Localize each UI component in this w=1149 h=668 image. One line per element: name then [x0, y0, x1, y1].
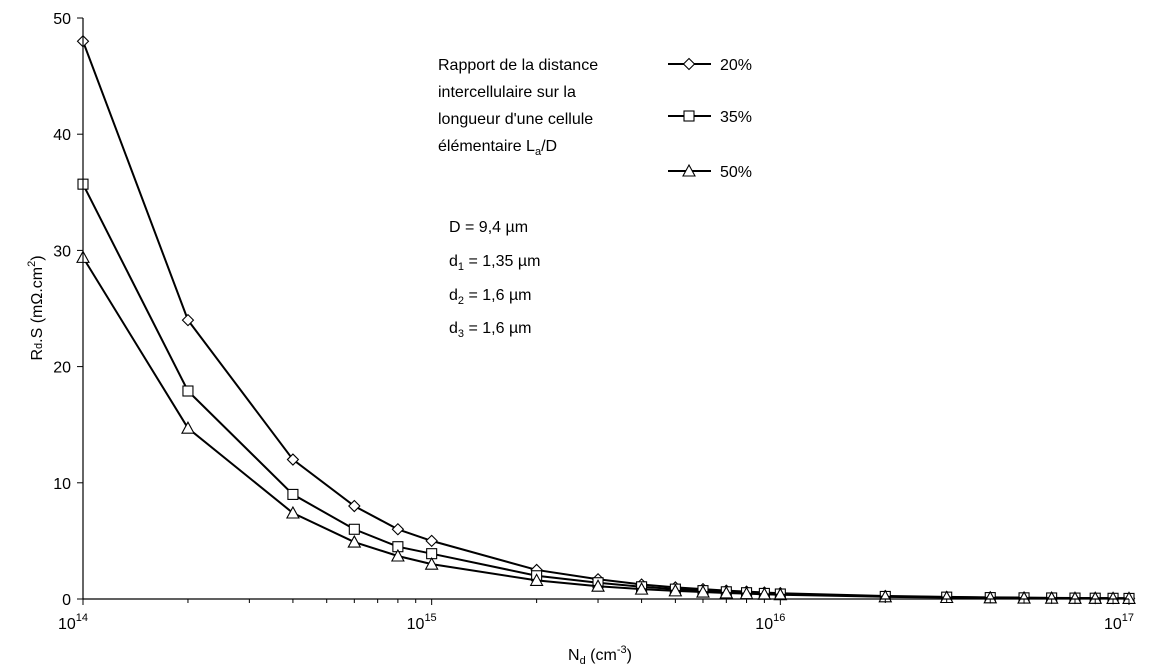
data-point-triangle [634, 581, 649, 595]
data-point-triangle [1017, 590, 1031, 604]
x-tick-label: 1015 [407, 612, 437, 633]
data-point-triangle [390, 548, 405, 562]
legend-label: 35% [720, 109, 752, 126]
legend-label: 20% [720, 57, 752, 74]
data-point-square [182, 385, 194, 397]
annotation-d2: d2 = 1,6 µm [449, 287, 532, 307]
data-point-diamond [181, 313, 195, 327]
y-tick-label: 50 [53, 11, 71, 28]
series-line-20% [82, 40, 1130, 600]
data-point-diamond [286, 453, 300, 466]
data-point-triangle [719, 585, 734, 599]
series-line-50% [82, 256, 1129, 600]
data-point-diamond [425, 534, 438, 548]
data-point-square [348, 523, 360, 535]
legend: 20% 35% 50% [668, 57, 752, 181]
data-point-triangle [696, 584, 710, 598]
data-point-triangle [1044, 591, 1059, 604]
data-point-triangle [347, 534, 362, 548]
legend-title-line: longueur d'une cellule [438, 111, 593, 128]
x-tick-label: 1017 [1104, 612, 1134, 633]
x-tick-label: 1016 [755, 612, 785, 633]
legend-title-line: Rapport de la distance [438, 57, 598, 74]
x-ticks: 1014 1015 1016 1017 [58, 599, 1134, 633]
y-tick-label: 20 [53, 360, 71, 377]
data-point-square [287, 488, 299, 500]
legend-title: Rapport de la distance intercellulaire s… [438, 57, 598, 158]
legend-marker-triangle [682, 163, 696, 177]
data-point-diamond [348, 499, 361, 513]
legend-label: 50% [720, 164, 752, 181]
data-point-triangle [591, 579, 605, 592]
legend-marker-diamond [682, 57, 696, 71]
data-point-triangle [285, 505, 300, 519]
legend-marker-square [683, 110, 695, 122]
data-point-triangle [1106, 591, 1120, 604]
data-point-triangle [668, 583, 683, 597]
annotation-d1: d1 = 1,35 µm [449, 253, 540, 273]
series-line-35% [82, 183, 1130, 600]
x-tick-label: 1014 [58, 612, 88, 633]
y-ticks: 0 10 20 30 40 50 [53, 11, 83, 609]
legend-title-line: intercellulaire sur la [438, 84, 576, 101]
legend-title-line: élémentaire La/D [438, 138, 557, 158]
y-tick-label: 40 [53, 127, 71, 144]
y-axis-title: Rd.S (mΩ.cm2) [26, 255, 46, 360]
data-point-triangle [529, 573, 544, 586]
data-point-triangle [424, 556, 439, 570]
data-point-triangle [181, 421, 195, 434]
y-tick-label: 10 [53, 476, 71, 493]
x-axis-title: Nd (cm-3) [568, 644, 632, 667]
data-point-triangle [1088, 591, 1103, 604]
annotation-D: D = 9,4 µm [449, 219, 528, 236]
parameter-annotations: D = 9,4 µm d1 = 1,35 µm d2 = 1,6 µm d3 =… [449, 219, 540, 340]
y-tick-label: 0 [62, 592, 71, 609]
data-point-diamond [391, 523, 405, 536]
data-point-triangle [1068, 591, 1082, 604]
y-tick-label: 30 [53, 243, 71, 260]
annotation-d3: d3 = 1,6 µm [449, 320, 532, 340]
plot-area [76, 34, 1136, 605]
